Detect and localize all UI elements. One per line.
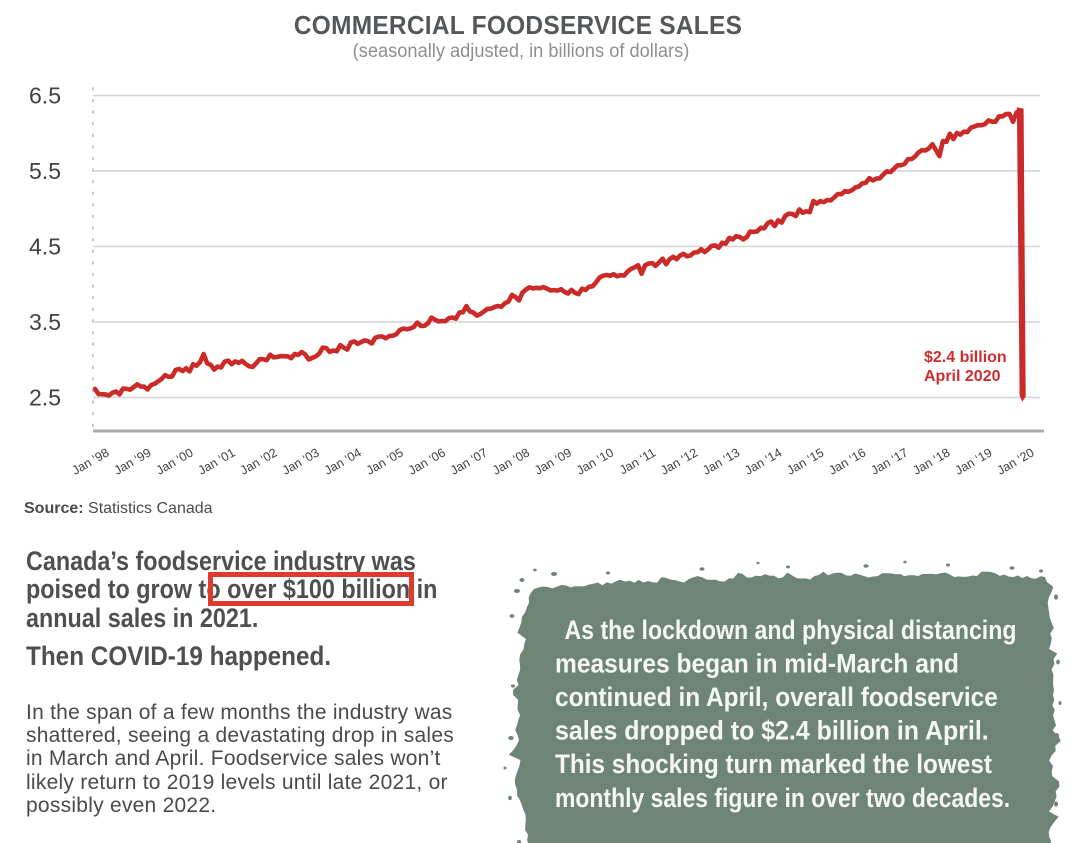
svg-text:3.5: 3.5: [29, 309, 61, 335]
svg-text:Jan ‘12: Jan ‘12: [658, 445, 700, 477]
svg-text:Jan ‘02: Jan ‘02: [238, 445, 280, 477]
svg-text:Jan ‘00: Jan ‘00: [154, 445, 196, 477]
svg-text:measures began in mid-March an: measures began in mid-March and: [555, 649, 959, 678]
svg-text:Jan ‘06: Jan ‘06: [406, 445, 448, 477]
svg-text:Jan ‘07: Jan ‘07: [448, 445, 490, 477]
svg-text:Jan ‘14: Jan ‘14: [742, 445, 784, 477]
svg-text:Jan ‘18: Jan ‘18: [910, 445, 952, 477]
svg-text:5.5: 5.5: [29, 158, 61, 184]
svg-text:As the lockdown and physical d: As the lockdown and physical distancing: [565, 615, 1017, 645]
svg-text:Jan ‘19: Jan ‘19: [953, 445, 995, 477]
svg-text:Jan ‘04: Jan ‘04: [322, 445, 364, 477]
svg-text:2.5: 2.5: [29, 385, 61, 411]
svg-text:4.5: 4.5: [29, 234, 61, 260]
svg-text:continued in April, overall fo: continued in April, overall foodservice: [555, 683, 998, 712]
svg-text:Jan ‘01: Jan ‘01: [196, 445, 238, 477]
svg-text:April 2020: April 2020: [924, 368, 1001, 385]
svg-text:Jan ‘16: Jan ‘16: [826, 445, 868, 477]
svg-text:Jan ‘17: Jan ‘17: [868, 445, 910, 477]
svg-text:Jan ‘20: Jan ‘20: [995, 445, 1037, 477]
svg-text:6.5: 6.5: [29, 83, 61, 109]
svg-text:Jan ‘03: Jan ‘03: [280, 445, 322, 477]
svg-text:Jan ‘13: Jan ‘13: [700, 445, 742, 477]
svg-text:$2.4 billion: $2.4 billion: [924, 349, 1007, 366]
svg-text:This shocking turn marked the: This shocking turn marked the lowest: [555, 750, 992, 779]
svg-text:Jan ‘15: Jan ‘15: [784, 445, 826, 477]
svg-text:monthly sales figure in over t: monthly sales figure in over two decades…: [555, 783, 1010, 813]
svg-text:Jan ‘11: Jan ‘11: [617, 445, 658, 477]
svg-text:Jan ‘05: Jan ‘05: [364, 445, 406, 477]
svg-text:Jan ‘09: Jan ‘09: [532, 445, 574, 477]
svg-text:Jan ‘99: Jan ‘99: [112, 445, 154, 477]
svg-text:Jan ‘98: Jan ‘98: [70, 445, 112, 477]
svg-text:Jan ‘10: Jan ‘10: [574, 445, 616, 477]
svg-text:Jan ‘08: Jan ‘08: [490, 445, 532, 477]
svg-text:sales dropped to $2.4 billion: sales dropped to $2.4 billion in April.: [555, 715, 989, 746]
